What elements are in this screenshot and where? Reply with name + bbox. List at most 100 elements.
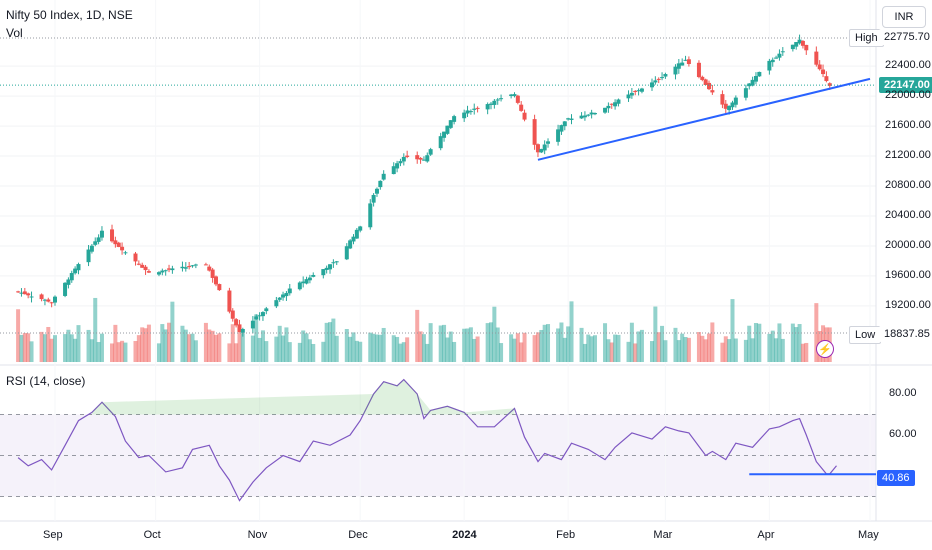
volume-bar	[156, 343, 161, 362]
volume-bar	[582, 343, 587, 362]
volume-bar	[495, 327, 500, 362]
volume-bar	[378, 334, 383, 362]
price-tick-label: 19600.00	[885, 268, 931, 281]
volume-bar	[334, 335, 339, 362]
rsi-overbought-fill	[91, 379, 515, 415]
volume-bar	[653, 306, 658, 362]
candle-body	[39, 294, 44, 300]
volume-bar	[680, 333, 685, 362]
volume-bar	[324, 322, 329, 362]
volume-bar	[96, 342, 101, 362]
volume-bar	[39, 331, 44, 362]
candle-body	[710, 90, 715, 93]
candle-body	[22, 291, 27, 295]
volume-bar	[73, 338, 78, 362]
rsi-tick-label: 80.00	[889, 387, 917, 399]
candle-body	[780, 51, 785, 53]
candle-body	[639, 88, 644, 92]
volume-bar	[167, 322, 172, 362]
volume-bar	[170, 301, 175, 362]
volume-bar	[42, 334, 47, 362]
volume-legend[interactable]: Vol	[6, 26, 23, 40]
candle-body	[730, 102, 735, 108]
candle-body	[465, 110, 470, 114]
candle-body	[489, 103, 494, 105]
volume-bar	[515, 333, 520, 362]
candle-body	[391, 166, 396, 175]
volume-bar	[800, 343, 805, 362]
volume-bar	[797, 324, 802, 362]
candle-body	[519, 104, 524, 111]
candle-body	[556, 129, 561, 142]
volume-bar	[381, 327, 386, 362]
volume-bar	[562, 337, 567, 362]
symbol-title[interactable]: Nifty 50 Index, 1D, NSE	[6, 8, 133, 22]
candle-body	[636, 90, 641, 92]
candle-body	[696, 62, 701, 78]
volume-bar	[519, 342, 524, 362]
volume-bar	[19, 334, 24, 362]
candle-body	[348, 240, 353, 249]
volume-bar	[589, 336, 594, 362]
volume-bar	[649, 341, 654, 362]
candle-body	[287, 288, 292, 294]
volume-bar	[492, 306, 497, 362]
volume-bar	[193, 340, 198, 362]
lightning-bolt-icon[interactable]: ⚡	[816, 340, 834, 358]
volume-bar	[46, 326, 51, 362]
volume-bar	[663, 340, 668, 362]
volume-bar	[639, 329, 644, 362]
candle-body	[167, 268, 172, 270]
candle-body	[797, 39, 802, 44]
time-tick-label: Sep	[43, 529, 63, 541]
volume-bar	[468, 327, 473, 362]
volume-bar	[586, 334, 591, 362]
candle-body	[277, 297, 282, 300]
volume-bar	[140, 327, 145, 362]
volume-bar	[328, 322, 333, 362]
volume-bar	[696, 332, 701, 362]
candle-body	[448, 120, 453, 128]
candle-body	[616, 99, 621, 104]
volume-bar	[616, 334, 621, 362]
volume-bar	[720, 342, 725, 362]
candle-body	[29, 296, 34, 298]
volume-bar	[710, 322, 715, 362]
candle-body	[800, 40, 805, 46]
candle-body	[629, 92, 634, 96]
candle-body	[374, 188, 379, 194]
volume-bar	[489, 322, 494, 362]
rsi-legend[interactable]: RSI (14, close)	[6, 374, 86, 388]
currency-button[interactable]: INR	[882, 6, 926, 28]
volume-bar	[76, 325, 81, 362]
volume-bar	[438, 325, 443, 362]
volume-bar	[730, 299, 735, 362]
candle-body	[93, 241, 98, 245]
volume-bar	[546, 324, 551, 362]
trendline-layer[interactable]	[537, 77, 876, 476]
candle-body	[747, 83, 752, 87]
volume-bar	[277, 325, 282, 362]
volume-bar	[780, 338, 785, 362]
volume-bar	[743, 339, 748, 362]
volume-bar	[485, 323, 490, 362]
price-tick-label: 19200.00	[885, 298, 931, 311]
candle-body	[281, 294, 286, 298]
candle-body	[566, 118, 571, 120]
volume-bar	[566, 326, 571, 362]
candle-body	[76, 264, 81, 271]
candle-body	[46, 299, 51, 302]
candle-body	[535, 144, 540, 153]
candle-body	[190, 265, 195, 267]
candle-body	[143, 266, 148, 271]
volume-bar	[613, 334, 618, 362]
volume-bar	[348, 336, 353, 362]
candle-body	[203, 264, 208, 266]
volume-bar	[777, 323, 782, 362]
volume-bar	[418, 331, 423, 362]
low-value-tag: 18837.85	[879, 326, 932, 342]
candle-body	[264, 308, 269, 312]
candle-body	[804, 44, 809, 51]
volume-bar	[69, 334, 74, 362]
candle-body	[395, 163, 400, 169]
